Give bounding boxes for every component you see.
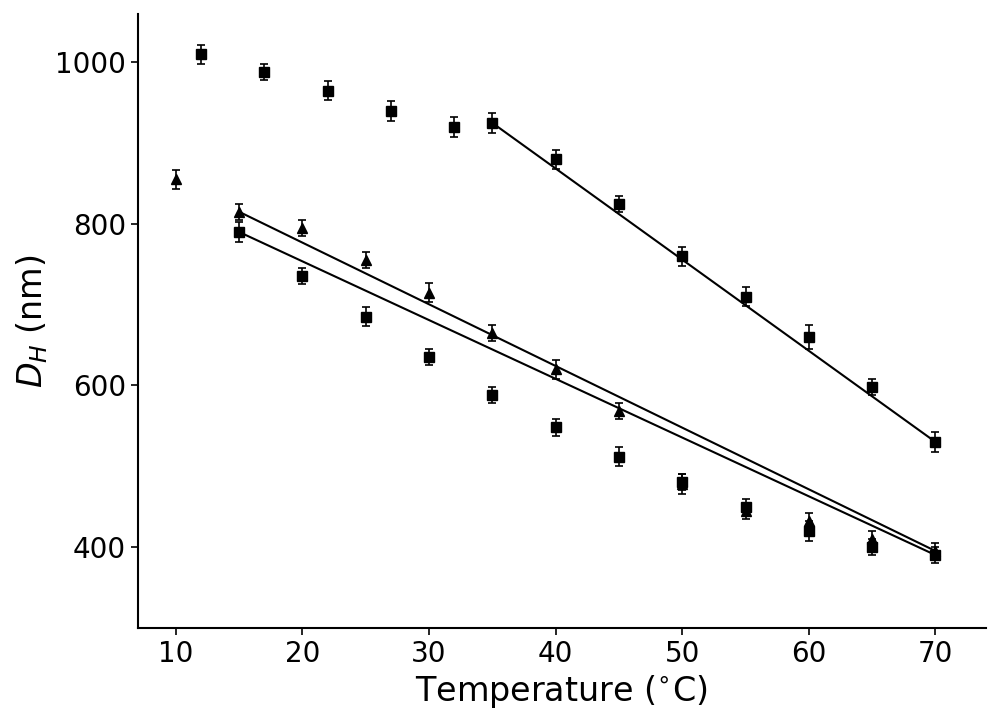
- Y-axis label: $D_{H}$ (nm): $D_{H}$ (nm): [14, 254, 50, 387]
- X-axis label: Temperature ($^{\circ}$C): Temperature ($^{\circ}$C): [415, 673, 708, 710]
